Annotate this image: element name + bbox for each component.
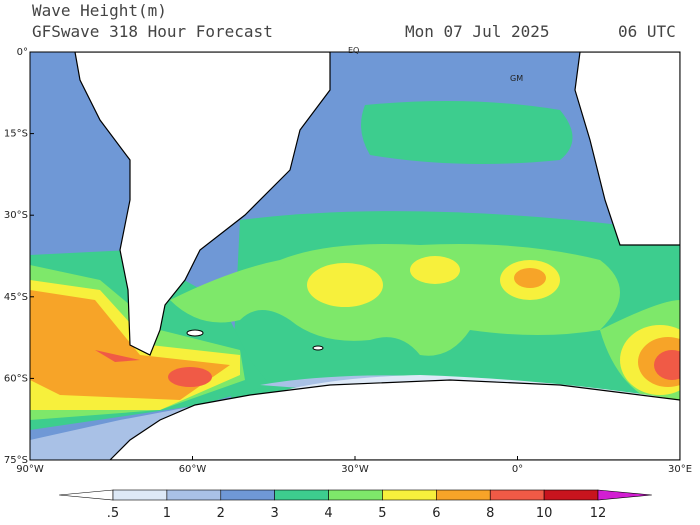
colorbar-box [382, 489, 437, 501]
colorbar-low [59, 489, 114, 501]
lat-label: 60°S [4, 373, 28, 384]
time: 06 UTC [618, 22, 676, 41]
subtitle: GFSwave 318 Hour Forecast [32, 22, 273, 41]
place-label: EQ [348, 46, 359, 55]
map [30, 52, 680, 460]
colorbar-box [166, 489, 222, 501]
date: Mon 07 Jul 2025 [405, 22, 550, 41]
colorbar-label: 6 [432, 506, 440, 521]
title: Wave Height(m) [32, 1, 167, 20]
colorbar-box [489, 489, 545, 501]
colorbar-box [112, 489, 168, 501]
lon-label: 60°W [179, 464, 207, 475]
colorbar-box [274, 489, 329, 501]
lat-label: 45°S [4, 292, 28, 303]
lat-label: 0° [17, 47, 28, 58]
colorbar-label: 4 [324, 506, 332, 521]
lon-label: 90°W [16, 464, 44, 475]
colorbar-box [436, 489, 491, 501]
colorbar-box [328, 489, 383, 501]
colorbar-high [597, 489, 652, 501]
colorbar-label: 10 [536, 506, 553, 521]
lon-label: 30°E [668, 464, 692, 475]
colorbar-label: 8 [486, 506, 494, 521]
lat-label: 30°S [4, 210, 28, 221]
colorbar-label: 1 [163, 506, 171, 521]
lon-label: 0° [512, 464, 523, 475]
colorbar-label: 12 [590, 506, 607, 521]
lat-label: 15°S [4, 129, 28, 140]
colorbar-box [220, 489, 275, 501]
colorbar-box [543, 489, 599, 501]
colorbar-label: .5 [107, 506, 119, 521]
colorbar-label: 5 [378, 506, 386, 521]
lon-label: 30°W [341, 464, 369, 475]
colorbar-label: 3 [271, 506, 279, 521]
colorbar-label: 2 [217, 506, 225, 521]
lat-label: 75°S [4, 455, 28, 466]
place-label: GM [510, 74, 523, 83]
